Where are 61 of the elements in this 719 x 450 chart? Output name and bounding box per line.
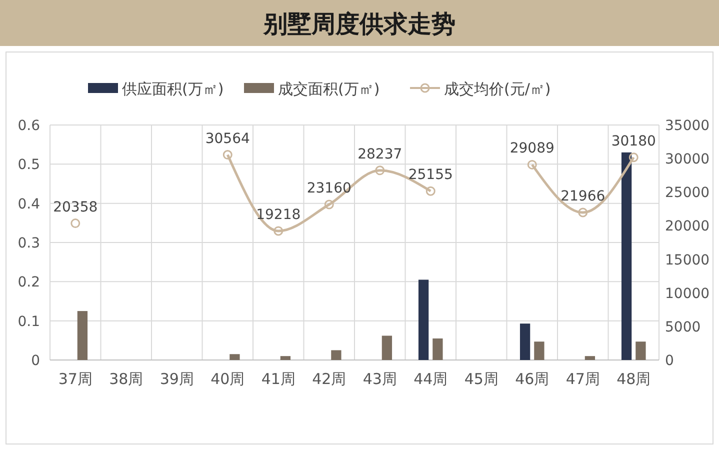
- point: [578, 208, 588, 218]
- bar: [280, 356, 291, 360]
- x-tick-label: 44周: [414, 370, 448, 388]
- bar: [520, 324, 530, 360]
- point: [426, 186, 436, 196]
- y2-tick-label: 10000: [665, 286, 710, 302]
- bar: [432, 338, 443, 360]
- x-tick-label: 40周: [210, 370, 245, 388]
- y-tick-label: 0.2: [18, 274, 40, 291]
- x-tick-label: 39周: [160, 370, 194, 388]
- bar: [621, 152, 632, 360]
- bar: [230, 354, 240, 360]
- data-label: 30564: [205, 130, 250, 147]
- x-tick-label: 48周: [616, 370, 651, 388]
- data-label: 19218: [256, 206, 301, 223]
- data-label: 29089: [510, 140, 554, 157]
- legend-label: 成交面积(万㎡): [278, 80, 380, 98]
- y2-tick-label: 0: [665, 353, 674, 369]
- y-tick-label: 0.6: [18, 118, 40, 134]
- point: [324, 200, 334, 210]
- x-tick-label: 43周: [362, 370, 397, 388]
- bar: [418, 280, 429, 360]
- y-tick-label: 0.3: [18, 236, 40, 252]
- point: [527, 160, 537, 170]
- x-tick-label: 46周: [515, 370, 550, 388]
- x-tick-label: 41周: [261, 370, 296, 388]
- chart-title: 别墅周度供求走势: [262, 10, 456, 38]
- data-label: 23160: [306, 180, 352, 196]
- bar: [534, 342, 544, 360]
- x-tick-label: 47周: [566, 370, 600, 388]
- x-tick-label: 37周: [58, 370, 92, 388]
- bar: [584, 356, 596, 360]
- y2-tick-label: 20000: [665, 218, 710, 235]
- x-tick-label: 38周: [109, 370, 144, 388]
- point: [222, 150, 232, 160]
- bar: [636, 342, 646, 360]
- y-tick-label: 0.4: [18, 196, 40, 212]
- y-tick-label: 0.5: [18, 157, 40, 174]
- y2-tick-label: 35000: [665, 118, 710, 134]
- y2-tick-label: 30000: [665, 152, 710, 168]
- x-tick-label: 45周: [464, 370, 498, 388]
- data-label: 30180: [611, 133, 656, 150]
- point: [628, 152, 638, 162]
- y-tick-label: 0.1: [18, 314, 40, 330]
- data-label: 21966: [560, 188, 606, 205]
- x-tick-label: 42周: [312, 370, 346, 388]
- y2-tick-label: 15000: [665, 252, 710, 268]
- point: [375, 166, 385, 176]
- bar: [77, 311, 88, 360]
- bar: [382, 336, 392, 360]
- legend-label: 成交均价(元/㎡): [444, 80, 551, 98]
- y2-tick-label: 25000: [665, 185, 710, 202]
- point: [274, 226, 284, 236]
- data-label: 25155: [408, 167, 453, 184]
- bar: [331, 350, 342, 360]
- point: [70, 218, 80, 228]
- data-label: 20358: [53, 199, 98, 216]
- y2-tick-label: 5000: [665, 319, 701, 336]
- data-label: 28237: [358, 146, 402, 162]
- y-tick-label: 0: [31, 353, 40, 369]
- legend-label: 供应面积(万㎡): [122, 80, 224, 98]
